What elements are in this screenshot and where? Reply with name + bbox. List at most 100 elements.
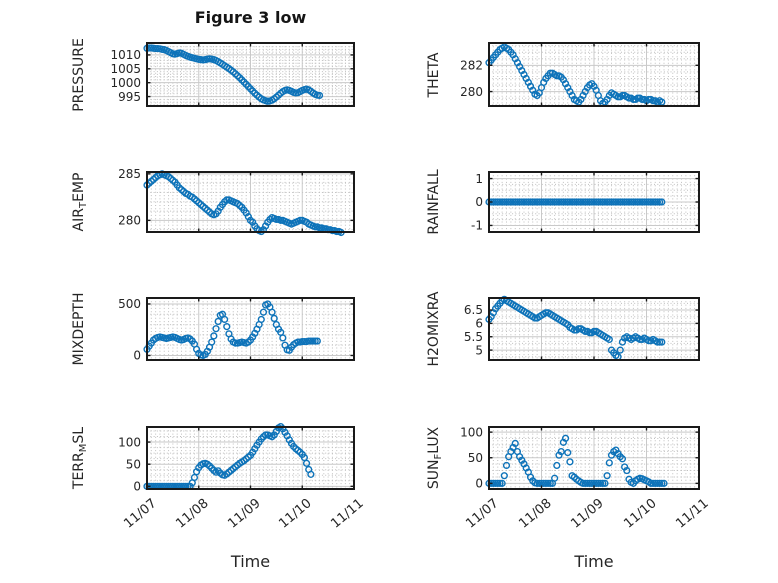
y-axis-label: RAINFALL (426, 169, 442, 234)
data-marker (601, 479, 609, 487)
data-marker (553, 461, 561, 470)
data-marker (210, 332, 218, 340)
data-marker (531, 198, 539, 206)
data-marker (542, 309, 550, 317)
y-tick-labels: 100 50 0 (118, 435, 141, 493)
data-marker (575, 325, 583, 333)
data-marker (623, 198, 631, 206)
y-tick-label: 1000 (110, 76, 141, 90)
data-marker (572, 198, 581, 206)
minor-grid (147, 298, 354, 360)
y-tick-label: 995 (118, 90, 141, 104)
x-tick-label: 11/11 (673, 496, 712, 532)
y-tick-label: 1010 (110, 48, 141, 62)
data-marker (302, 459, 311, 467)
data-marker (590, 198, 598, 206)
subplot-theta: THETA 282 280 (426, 42, 700, 107)
data-marker (212, 325, 220, 333)
data-marker (542, 479, 550, 487)
y-tick-label: 500 (118, 297, 141, 311)
data-marker (612, 198, 620, 206)
data-marker (610, 198, 618, 206)
data-marker (614, 93, 622, 101)
air_temp-plot-area: 285 280 (118, 167, 355, 237)
data-marker (259, 308, 268, 316)
data-marker (559, 198, 567, 206)
x-tick-label: 11/10 (620, 496, 660, 532)
terr_msl-plot-area: 100 50 0 (118, 422, 355, 494)
data-marker (586, 329, 594, 337)
data-marker (561, 434, 570, 442)
data-marker (564, 449, 572, 457)
tick-marks (146, 172, 355, 232)
y-tick-label: 5.5 (464, 330, 483, 344)
data-marker (614, 198, 622, 206)
x-tick-label: 11/08 (515, 496, 555, 532)
data-marker (568, 198, 576, 206)
x-tick-label: 11/07 (463, 496, 502, 532)
data-marker (631, 198, 640, 206)
data-marker (660, 479, 668, 487)
data-marker (642, 198, 651, 206)
y-tick-label: 0 (133, 480, 141, 494)
y-axis-label: MIXDEPTH (71, 293, 87, 366)
y-tick-label: 50 (468, 451, 483, 465)
data-marker (557, 447, 565, 456)
data-marker (586, 198, 594, 206)
data-marker (645, 95, 653, 104)
data-marker (546, 479, 554, 487)
y-tick-label: 1005 (110, 62, 141, 76)
data-marker (315, 91, 324, 100)
data-marker (313, 337, 321, 345)
y-tick-label: 6 (475, 317, 483, 331)
data-marker (494, 479, 502, 487)
data-marker (491, 198, 500, 206)
subplot-air-temp: AIRTEMP 285 280 (71, 167, 355, 237)
y-axis-label: AIRTEMP (71, 173, 89, 232)
data-marker (277, 216, 285, 224)
subplot-h2omixra: H2OMIXRA 6.5 6 5.5 5 (426, 292, 700, 367)
data-marker (656, 338, 664, 346)
y-tick-labels: 500 0 (118, 297, 141, 362)
data-marker (634, 198, 642, 206)
data-markers (143, 44, 324, 105)
data-marker (557, 198, 565, 206)
data-marker (636, 198, 644, 206)
data-marker (607, 198, 616, 206)
data-marker (208, 338, 216, 346)
data-marker (618, 455, 627, 463)
data-marker (645, 337, 653, 345)
y-tick-label: 6.5 (464, 303, 483, 317)
y-tick-labels: 1 0 -1 (471, 172, 483, 233)
data-marker (511, 439, 519, 447)
data-marker (638, 95, 646, 104)
data-marker (511, 198, 519, 206)
y-axis-label-text: MIXDEPTH (71, 292, 87, 366)
data-marker (627, 198, 635, 206)
data-marker (518, 198, 526, 206)
data-marker (629, 198, 637, 206)
data-markers (485, 295, 666, 361)
data-marker (640, 198, 648, 206)
data-marker (656, 479, 664, 487)
data-marker (599, 198, 607, 206)
data-marker (623, 466, 631, 475)
data-marker (328, 227, 337, 235)
x-tick-label: 11/11 (328, 496, 367, 532)
data-marker (634, 94, 642, 102)
data-marker (270, 314, 278, 322)
subplot-rainfall: RAINFALL 1 0 -1 (426, 169, 700, 235)
minor-grid (147, 427, 354, 489)
data-marker (540, 479, 548, 487)
data-marker (520, 198, 528, 206)
tick-marks (488, 43, 700, 106)
y-tick-label: 0 (133, 349, 141, 363)
data-marker (524, 198, 532, 206)
data-marker (553, 72, 561, 80)
data-marker (601, 198, 609, 206)
tick-marks (488, 172, 700, 232)
data-marker (553, 198, 561, 206)
data-marker (581, 327, 589, 336)
